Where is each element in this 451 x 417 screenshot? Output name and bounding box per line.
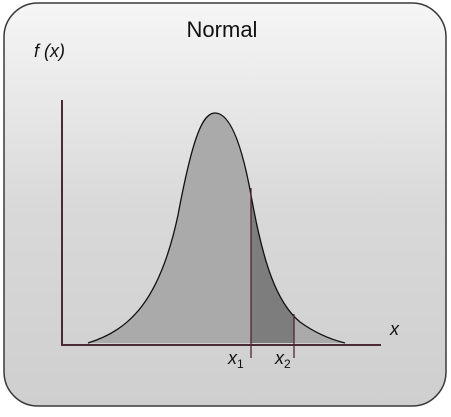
x-axis-label: x: [389, 319, 400, 339]
marker-subscript: 1: [237, 357, 244, 371]
marker-text: x: [227, 348, 238, 368]
curve: [87, 112, 346, 344]
marker-text: x: [274, 348, 285, 368]
marker-subscript: 2: [284, 357, 291, 371]
marker-label: x2: [274, 348, 291, 371]
y-axis-label: f (x): [34, 41, 65, 61]
title: Normal: [187, 17, 258, 42]
marker-label: x1: [227, 348, 244, 371]
curve-area: [88, 113, 345, 343]
